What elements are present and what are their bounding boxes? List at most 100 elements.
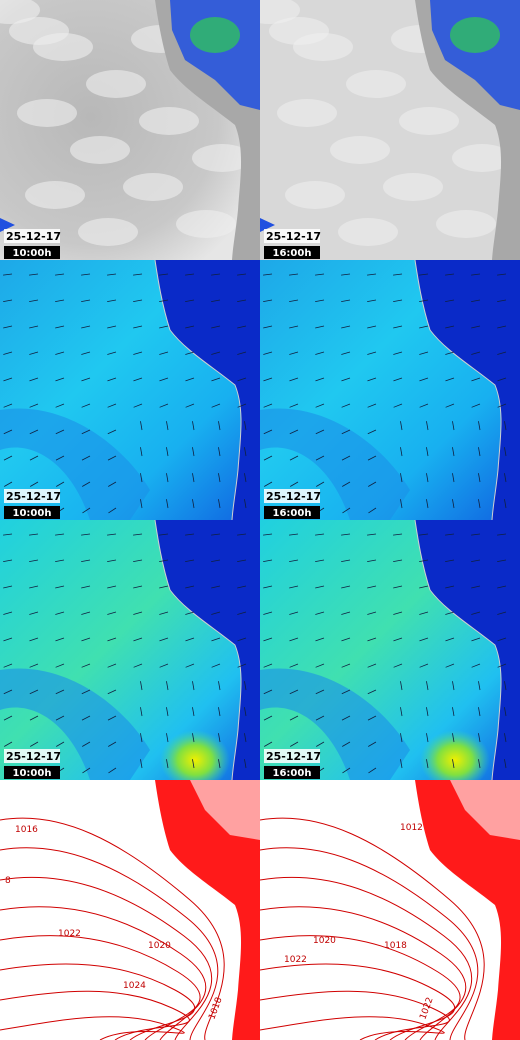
wind-arrow <box>367 533 377 536</box>
map-content <box>260 260 520 520</box>
date-bg <box>4 229 60 243</box>
wind-arrow <box>211 611 221 615</box>
wind-arrow <box>426 681 429 691</box>
wind-arrow <box>211 273 221 276</box>
wind-arrow <box>55 403 65 408</box>
wind-arrow <box>504 733 507 743</box>
map-content <box>0 0 260 260</box>
wind-arrow <box>108 741 117 747</box>
date-label: 25-12-17 <box>266 230 321 243</box>
wind-arrow <box>211 403 221 408</box>
wind-arrow <box>55 299 65 302</box>
wind-arrow <box>244 759 247 769</box>
jet <box>160 730 230 780</box>
wind-arrow <box>445 325 455 329</box>
wind-arrow <box>244 421 247 431</box>
wind-arrow <box>211 299 221 302</box>
isobar <box>260 990 450 1040</box>
wind-arrow <box>393 559 403 562</box>
wind-arrow <box>471 377 481 382</box>
coastline <box>154 520 242 780</box>
wind-arrow <box>55 611 65 615</box>
wind-arrow <box>471 559 481 562</box>
map-content <box>0 260 260 520</box>
wind-arrow <box>107 273 117 276</box>
wind-arrow <box>82 507 91 514</box>
wind-arrow <box>211 585 221 589</box>
wind-arrow <box>419 325 429 329</box>
wind-arrow <box>29 533 39 536</box>
wind-arrow <box>426 499 429 509</box>
wind-arrow <box>289 455 299 461</box>
wind-arrow <box>55 663 65 668</box>
wind-arrow <box>159 533 169 536</box>
wind-arrow <box>185 637 195 642</box>
wind-arrow <box>341 273 351 276</box>
wind-arrow <box>108 481 117 487</box>
wind-arrow <box>211 559 221 562</box>
wind-arrow <box>244 499 247 509</box>
coastline <box>414 260 502 520</box>
wind-arrow <box>367 715 377 721</box>
wind-arrow <box>3 351 13 355</box>
wind-arrow <box>315 637 325 642</box>
wind-arrow <box>263 637 273 642</box>
wind-arrow <box>341 585 351 589</box>
wind-arrow <box>497 585 507 589</box>
time-label: 10:00h <box>13 768 52 779</box>
isobar <box>260 906 467 1040</box>
wind-arrow <box>3 585 13 589</box>
wind-arrow <box>237 273 247 276</box>
wind-arrow <box>368 741 377 747</box>
wind-arrow <box>342 507 351 514</box>
wind-arrow <box>419 611 429 615</box>
wind-arrow <box>81 611 91 615</box>
coastline <box>154 260 242 520</box>
wind-arrow <box>342 741 351 747</box>
wind-arrow <box>192 421 195 431</box>
wind-arrow <box>133 403 143 408</box>
wind-arrow <box>504 707 507 717</box>
wind-arrow <box>159 611 169 615</box>
wind-arrow <box>192 499 195 509</box>
wind-arrow <box>497 637 507 642</box>
wind-arrow <box>393 611 403 615</box>
land <box>415 260 520 520</box>
wind-arrow <box>55 559 65 562</box>
time-bg <box>264 506 320 519</box>
wind-arrow <box>263 689 273 695</box>
wind-arrow <box>393 273 403 276</box>
wind-arrow <box>3 273 13 276</box>
map-content <box>260 780 520 1040</box>
wind-arrow <box>400 447 403 457</box>
wind-arrow <box>29 611 39 615</box>
wind-arrow <box>56 481 65 487</box>
wind-arrow <box>81 533 91 536</box>
wind-arrow <box>237 299 247 302</box>
wind-arrow <box>166 733 169 743</box>
wind-arrow <box>393 637 403 642</box>
wind-arrow <box>367 351 377 355</box>
isobar <box>260 847 479 1040</box>
isobar-label: 1018 <box>384 941 407 951</box>
wind-arrow <box>82 767 91 774</box>
wind-arrow <box>452 499 455 509</box>
wind-arrow <box>393 663 403 668</box>
time-label: 10:00h <box>13 248 52 259</box>
wind-arrow <box>237 377 247 382</box>
wind-arrow <box>3 663 13 668</box>
wind-arrow <box>185 403 195 408</box>
wind-arrow <box>445 585 455 589</box>
wind-arrow <box>192 759 195 769</box>
wind-arrow <box>452 447 455 457</box>
date-bg <box>4 489 60 503</box>
wind-arrow <box>107 403 117 408</box>
wind-arrow <box>263 273 273 276</box>
wind-arrow <box>107 299 117 302</box>
wind-arrow <box>107 559 117 562</box>
wind-arrow <box>497 533 507 536</box>
wind-arrow <box>419 273 429 276</box>
wind-arrow <box>81 325 91 329</box>
date-bg <box>264 749 320 763</box>
wind-arrow <box>289 403 299 408</box>
